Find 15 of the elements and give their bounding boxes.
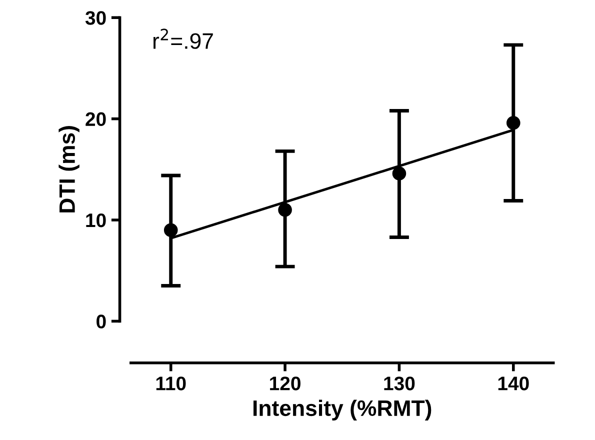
point (164, 223, 178, 238)
x-tick-label: 130 (384, 376, 415, 390)
y-tick-label: 0 (96, 314, 106, 328)
point (392, 166, 406, 180)
annotation: r$^{2}$=.97 (154, 28, 213, 49)
x-axis-title: Intensity (%RMT) (253, 400, 432, 420)
x-tick-label: 120 (270, 376, 300, 390)
x-tick-label: 140 (498, 376, 529, 390)
y-tick-label: 10 (86, 213, 106, 228)
point (278, 202, 292, 217)
point (506, 116, 520, 130)
y-tick-label: 20 (86, 112, 106, 126)
x-tick-label: 110 (156, 376, 186, 390)
y-axis-title: DTI (ms) (58, 126, 80, 212)
y-tick-label: 30 (85, 11, 106, 25)
